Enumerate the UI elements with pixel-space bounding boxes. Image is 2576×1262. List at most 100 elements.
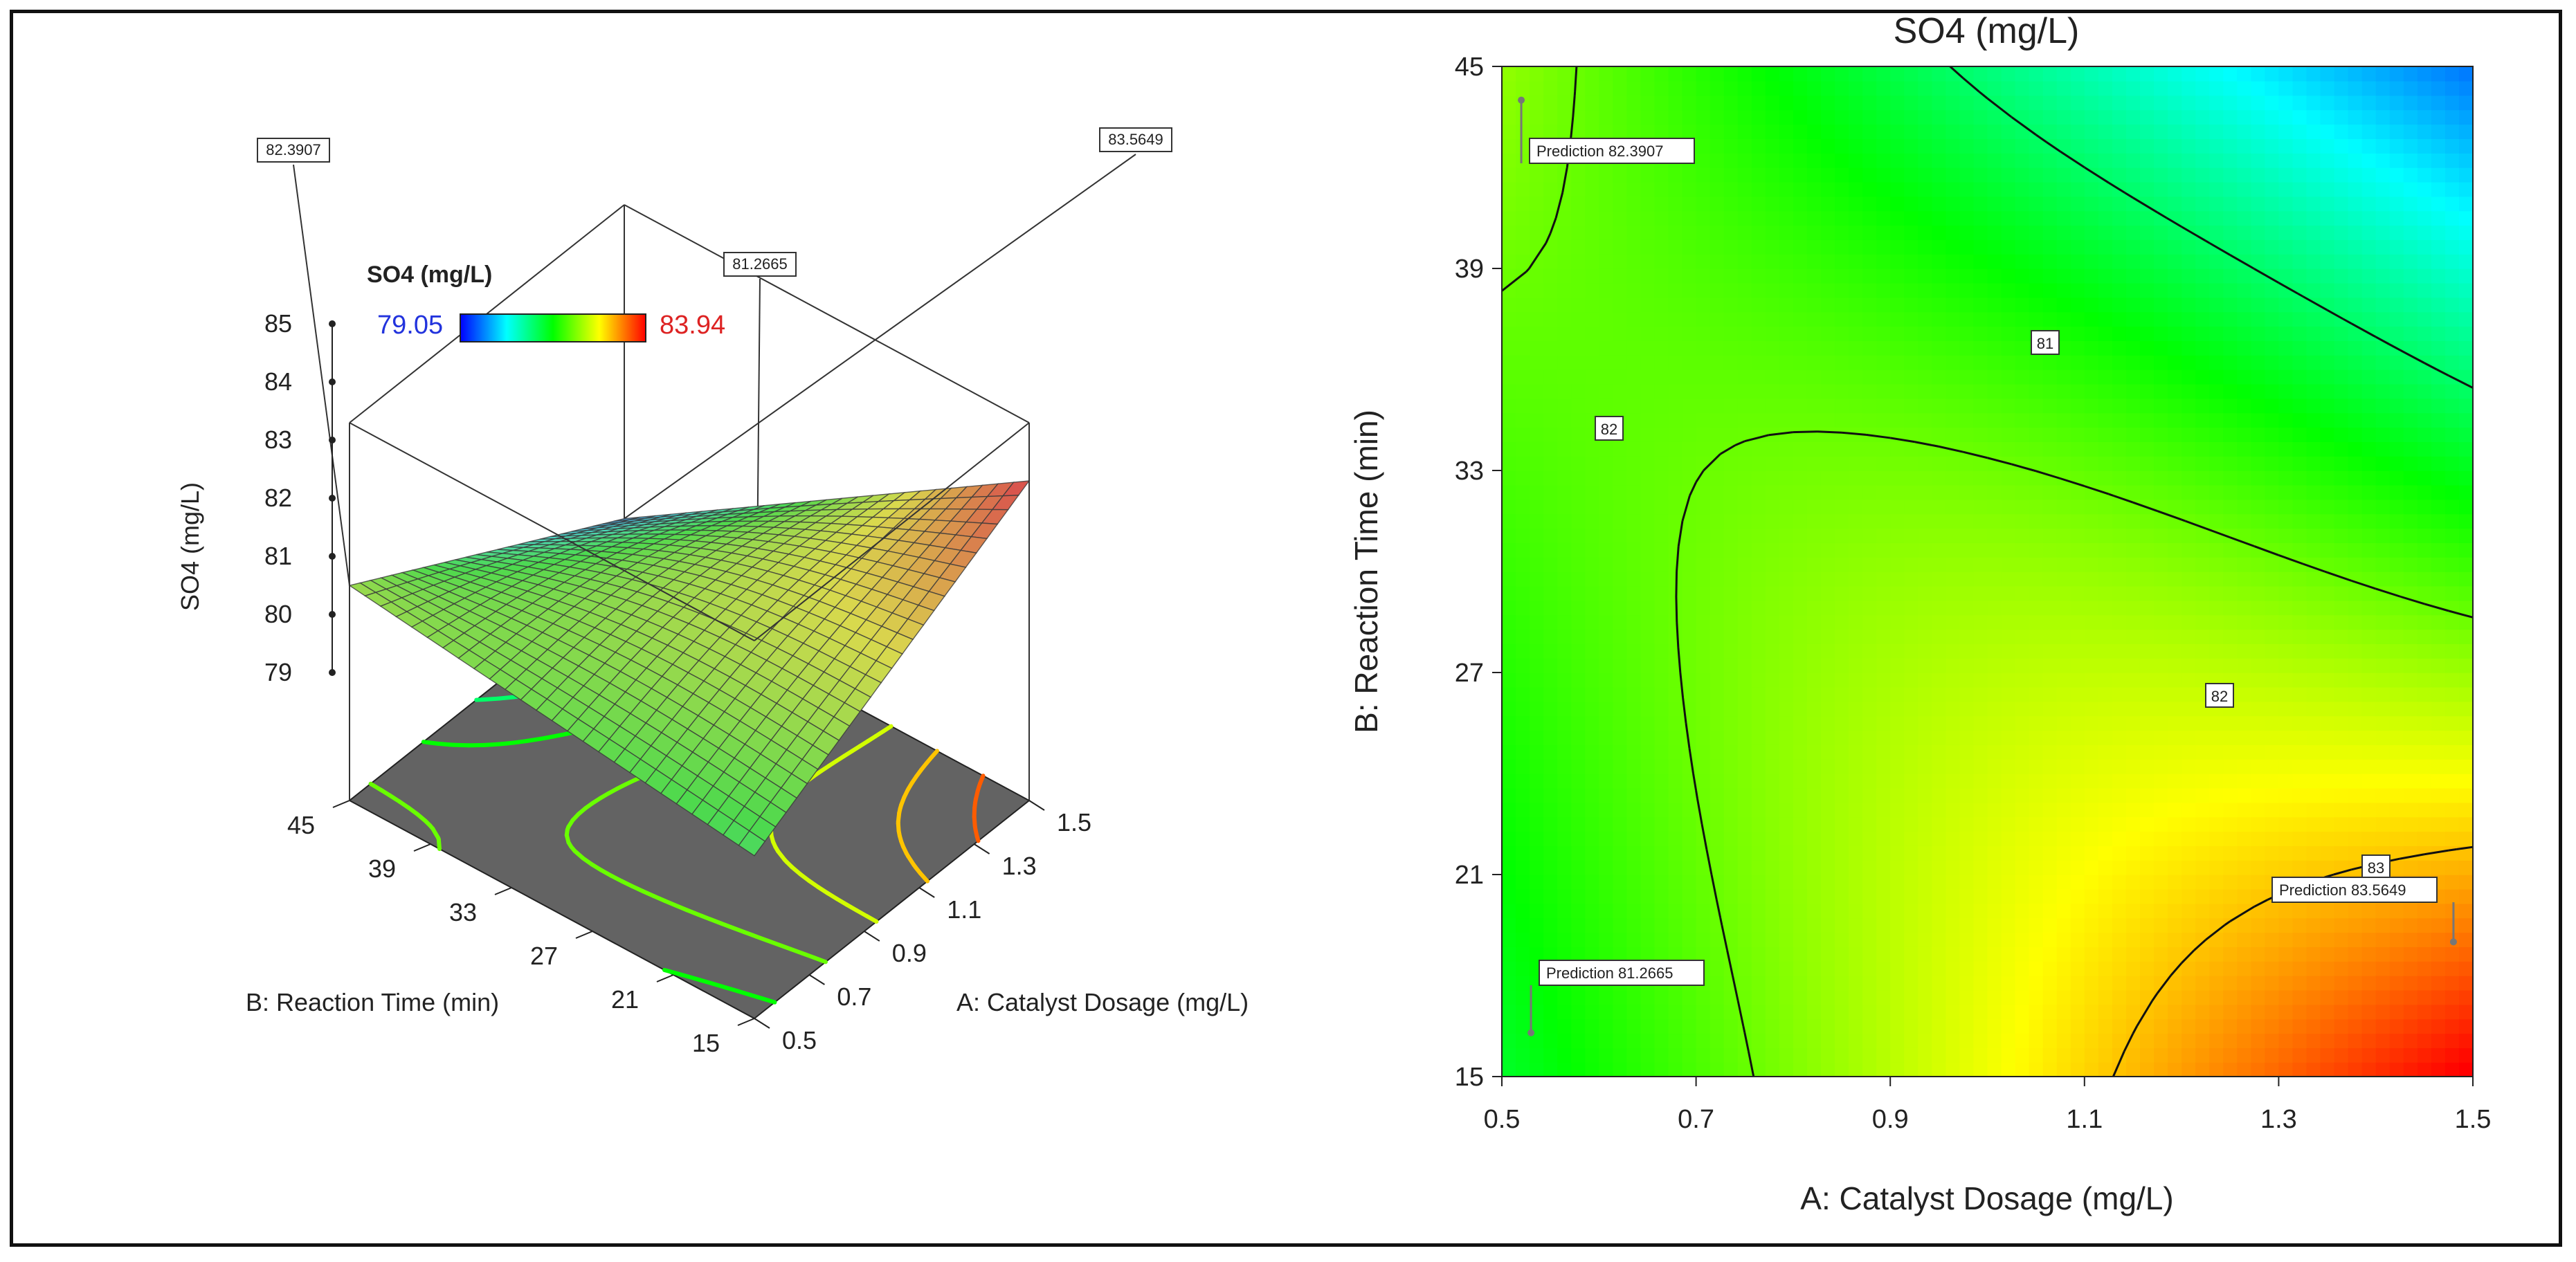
contour-cell xyxy=(2237,614,2252,630)
contour-cell xyxy=(1516,787,1530,803)
contour-cell xyxy=(1696,629,1711,644)
contour-cell xyxy=(1973,124,1988,139)
z-axis-label: SO4 (mg/L) xyxy=(176,482,204,611)
contour-cell xyxy=(2070,600,2085,616)
contour-cell xyxy=(2223,181,2238,197)
contour-cell xyxy=(1585,730,1599,745)
contour-cell xyxy=(2265,254,2280,269)
contour-cell xyxy=(1723,1018,1739,1034)
contour-cell xyxy=(2237,355,2252,370)
contour-cell xyxy=(2056,571,2071,587)
contour-cell xyxy=(2139,282,2155,298)
contour-cell xyxy=(2265,816,2280,832)
contour-cell xyxy=(1599,585,1614,601)
contour-cell xyxy=(2112,340,2127,356)
contour-cell xyxy=(1945,961,1961,976)
contour-cell xyxy=(1654,673,1669,688)
contour-cell xyxy=(1779,875,1794,890)
contour-cell xyxy=(1654,484,1669,500)
contour-cell xyxy=(1682,600,1697,616)
contour-cell xyxy=(2042,225,2058,240)
floor-contour-segment xyxy=(662,968,678,976)
contour-cell xyxy=(1987,513,2002,529)
contour-cell xyxy=(1890,138,1905,154)
contour-cell xyxy=(1959,673,1975,688)
contour-cell xyxy=(1862,715,1877,731)
contour-cell xyxy=(2182,673,2196,688)
contour-cell xyxy=(2168,1033,2182,1048)
contour-cell xyxy=(1765,66,1780,82)
contour-cell xyxy=(2154,629,2168,644)
contour-cell xyxy=(2056,297,2071,313)
contour-cell xyxy=(1793,282,1808,298)
contour-cell xyxy=(2015,831,2030,846)
contour-cell xyxy=(1793,456,1808,471)
contour-cell xyxy=(2015,845,2030,861)
contour-cell xyxy=(2015,759,2030,774)
contour-cell xyxy=(1793,875,1808,890)
contour-cell xyxy=(1973,1048,1988,1063)
contour-cell xyxy=(1765,774,1780,789)
contour-cell xyxy=(1668,412,1683,428)
contour-cell xyxy=(2042,427,2058,442)
contour-cell xyxy=(1835,369,1849,385)
contour-cell xyxy=(1599,774,1614,789)
contour-cell xyxy=(1502,499,1516,515)
contour-cell xyxy=(1543,673,1558,688)
contour-cell xyxy=(1765,311,1780,327)
contour-cell xyxy=(1626,917,1642,933)
contour-cell xyxy=(2029,643,2044,659)
contour-cell xyxy=(1765,614,1780,630)
contour-cell xyxy=(2070,398,2085,414)
contour-cell xyxy=(1543,427,1558,442)
contour-cell xyxy=(2056,398,2071,414)
contour-cell xyxy=(2251,1018,2266,1034)
contour-cell xyxy=(1502,614,1516,630)
contour-cell xyxy=(1959,614,1975,630)
contour-cell xyxy=(1835,932,1849,947)
contour-cell xyxy=(1626,600,1642,616)
contour-cell xyxy=(1806,888,1822,904)
contour-cell xyxy=(2015,326,2030,341)
contour-cell xyxy=(1585,629,1599,644)
contour-cell xyxy=(2195,1048,2210,1063)
contour-cell xyxy=(1876,946,1891,962)
contour-cell xyxy=(2209,875,2224,890)
contour-cell xyxy=(2139,730,2155,745)
contour-cell xyxy=(1585,989,1599,1005)
contour-cell xyxy=(1835,326,1849,341)
contour-cell xyxy=(2209,845,2224,861)
contour-cell xyxy=(2125,557,2141,572)
contour-cell xyxy=(2251,513,2266,529)
contour-cell xyxy=(2098,499,2113,515)
contour-cell xyxy=(1862,1033,1877,1048)
contour-cell xyxy=(1835,542,1849,558)
contour-cell xyxy=(1640,1033,1656,1048)
contour-cell xyxy=(2001,903,2016,919)
contour-cell xyxy=(2084,225,2099,240)
contour-cell xyxy=(1862,326,1877,341)
contour-cell xyxy=(1557,673,1572,688)
contour-cell xyxy=(2125,860,2141,875)
contour-cell xyxy=(2265,989,2280,1005)
contour-cell xyxy=(2265,946,2280,962)
contour-cell xyxy=(1682,571,1697,587)
contour-cell xyxy=(2223,557,2238,572)
contour-cell xyxy=(1849,225,1863,240)
contour-cell xyxy=(1502,600,1516,616)
contour-cell xyxy=(2154,1062,2168,1077)
contour-cell xyxy=(2015,686,2030,702)
contour-cell xyxy=(1932,311,1947,327)
contour-cell xyxy=(1890,499,1905,515)
contour-cell xyxy=(1918,196,1933,212)
contour-cell xyxy=(1765,976,1780,991)
contour-cell xyxy=(1932,499,1947,515)
contour-cell xyxy=(2070,1062,2085,1077)
contour-cell xyxy=(2029,961,2044,976)
contour-cell xyxy=(2042,557,2058,572)
contour-cell xyxy=(2015,66,2030,82)
contour-cell xyxy=(1793,989,1808,1005)
contour-cell xyxy=(1599,1062,1614,1077)
y-tick-mark xyxy=(656,974,674,982)
contour-cell xyxy=(1737,976,1752,991)
